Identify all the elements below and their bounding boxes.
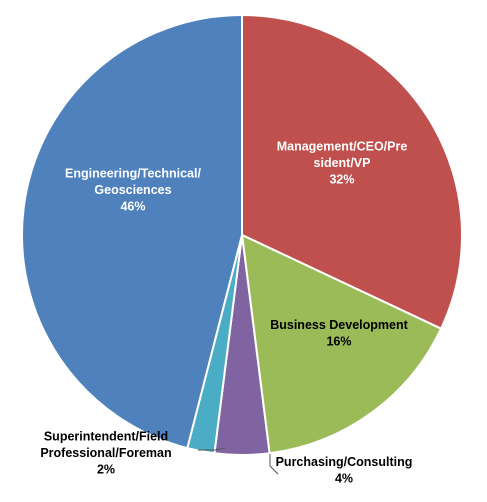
slice-label-4: Superintendent/Field Professional/Foreman… bbox=[40, 430, 171, 477]
slice-label-3: Purchasing/Consulting 4% bbox=[276, 455, 413, 486]
slice-name-line-5-1: Engineering/Technical/ bbox=[65, 167, 201, 181]
pie-slice-5 bbox=[21, 14, 243, 450]
slice-name-line-4-1: Superintendent/Field bbox=[44, 430, 168, 444]
slice-labels: Management/CEO/Pre sident/VP 32% Business D… bbox=[40, 140, 412, 486]
slice-name-line-1-2: sident/VP bbox=[314, 156, 371, 170]
leader-line-3 bbox=[269, 454, 279, 475]
leader-line-4 bbox=[198, 447, 226, 451]
slice-name-line-1-1: Management/CEO/Pre bbox=[277, 140, 408, 154]
slice-label-5: Engineering/Technical/Geosciences 46% bbox=[65, 167, 201, 214]
slice-label-2: Business Development 16% bbox=[270, 318, 408, 349]
pie-slice-1 bbox=[241, 14, 463, 330]
slice-value-label-3: 4% bbox=[335, 471, 353, 485]
leader-lines bbox=[198, 447, 279, 475]
slice-label-1: Management/CEO/Pre sident/VP 32% bbox=[277, 140, 408, 187]
slice-name-line-4-2: Professional/Foreman bbox=[40, 446, 171, 460]
slice-name-line-2-1: Business Development bbox=[270, 318, 408, 332]
slice-value-label-1: 32% bbox=[329, 173, 354, 187]
pie-slice-2 bbox=[241, 234, 443, 455]
slice-value-label-5: 46% bbox=[120, 200, 145, 214]
slice-value-label-2: 16% bbox=[326, 334, 351, 348]
slice-value-label-4: 2% bbox=[97, 463, 115, 477]
pie-slices bbox=[21, 14, 463, 456]
slice-name-line-3-1: Purchasing/Consulting bbox=[276, 455, 413, 469]
slice-name-line-5-2: Geosciences bbox=[94, 183, 171, 197]
